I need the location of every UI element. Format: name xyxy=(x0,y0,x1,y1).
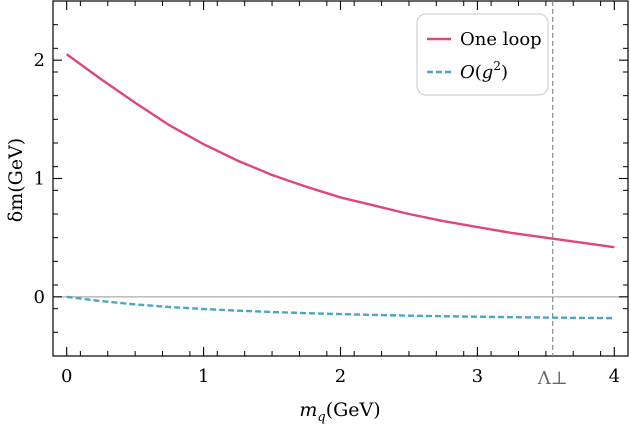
legend-box xyxy=(416,13,549,96)
x-tick-label: 2 xyxy=(335,366,346,387)
lambda-perp-label: Λ⊥ xyxy=(537,368,568,389)
legend-label-one-loop: One loop xyxy=(460,29,542,50)
y-axis-label: δm(GeV) xyxy=(5,138,27,222)
x-tick-label: 4 xyxy=(609,366,620,387)
tick-layer: 0 1 2 3 4 0 1 2 xyxy=(34,0,629,387)
x-axis-label: mq(GeV) xyxy=(299,399,380,425)
legend: One loop O(g2) xyxy=(416,13,549,96)
x-tick-label: 1 xyxy=(198,366,209,387)
x-tick-label: 0 xyxy=(61,366,72,387)
legend-label-order-g2: O(g2) xyxy=(460,59,508,83)
series-layer xyxy=(65,53,615,320)
y-tick-label: 2 xyxy=(34,50,45,71)
y-tick-label: 0 xyxy=(34,287,45,308)
series-line-1 xyxy=(66,295,615,320)
series-line-0 xyxy=(65,53,615,249)
x-tick-label: 3 xyxy=(472,366,483,387)
y-tick-label: 1 xyxy=(34,169,45,190)
